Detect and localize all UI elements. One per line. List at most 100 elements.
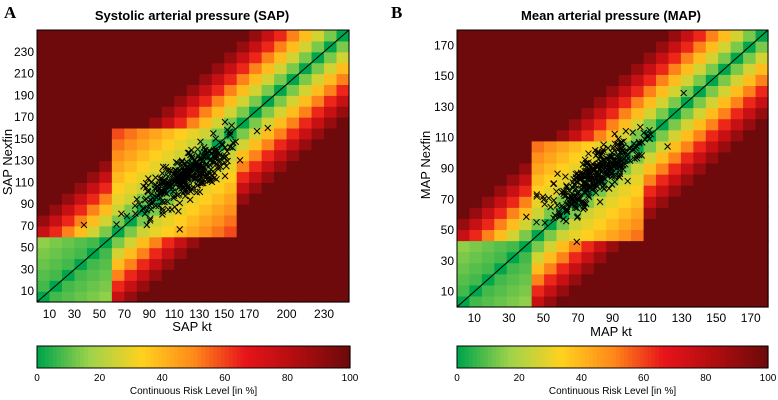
- scatter-point: [152, 202, 160, 210]
- heatmap-cell: [668, 74, 682, 86]
- heatmap-cell: [680, 74, 694, 86]
- colorbar-segment: [554, 346, 559, 368]
- heatmap-cell: [544, 295, 558, 308]
- heatmap-cell: [457, 218, 471, 231]
- heatmap-cell: [186, 214, 200, 227]
- heatmap-cell: [61, 193, 76, 205]
- heatmap-cell: [581, 140, 595, 153]
- heatmap-cell: [149, 138, 163, 151]
- heatmap-cell: [324, 117, 338, 129]
- heatmap-cell: [124, 193, 138, 205]
- heatmap-cell: [161, 127, 175, 140]
- heatmap-cell: [668, 30, 682, 42]
- colorbar-segment: [550, 346, 555, 368]
- heatmap-cell: [718, 30, 732, 42]
- colorbar-segment: [173, 346, 179, 368]
- heatmap-cell: [211, 225, 225, 238]
- scatter-point: [616, 149, 624, 156]
- heatmap-cell: [469, 273, 483, 286]
- heatmap-cell: [136, 171, 150, 183]
- heatmap-cell: [593, 251, 607, 264]
- y-tick-label: 150: [14, 132, 34, 146]
- colorbar-segment: [729, 346, 734, 368]
- colorbar-segment: [519, 346, 524, 368]
- heatmap-cell: [618, 185, 632, 197]
- heatmap-cell: [74, 117, 88, 129]
- heatmap-cell: [730, 240, 744, 253]
- heatmap-cell: [581, 85, 595, 98]
- heatmap-cell: [680, 140, 694, 153]
- heatmap-cell: [99, 51, 113, 64]
- heatmap-cell: [37, 30, 51, 42]
- heatmap-cell: [481, 41, 495, 53]
- heatmap-cell: [274, 40, 288, 53]
- colorbar-segment: [565, 346, 571, 368]
- heatmap-cell: [224, 225, 238, 238]
- heatmap-cell: [631, 85, 645, 98]
- scatter-point: [158, 181, 166, 189]
- heatmap-cell: [336, 291, 350, 303]
- heatmap-cell: [249, 247, 263, 260]
- colorbar-segment: [197, 346, 202, 368]
- heatmap-cell: [236, 73, 250, 85]
- heatmap-cell: [174, 236, 188, 249]
- scatter-point: [206, 177, 214, 184]
- heatmap-cell: [236, 149, 250, 162]
- colorbar-segment: [530, 346, 536, 368]
- heatmap-cell: [37, 117, 51, 129]
- x-tick-label: 110: [165, 307, 184, 321]
- heatmap-cell: [199, 269, 213, 281]
- colorbar-segment: [674, 346, 680, 368]
- panel-a: A Systolic arterial pressure (SAP) 10 30 5…: [0, 3, 359, 397]
- colorbar-tick-label: 100: [760, 373, 777, 384]
- colorbar-segment: [740, 346, 746, 368]
- heatmap-cell: [705, 107, 719, 120]
- heatmap-cell: [99, 30, 113, 42]
- heatmap-cell: [544, 85, 558, 98]
- heatmap-cell: [236, 138, 250, 151]
- scatter-point: [194, 145, 202, 153]
- heatmap-cell: [161, 117, 175, 129]
- scatter-point: [196, 188, 204, 196]
- heatmap-cell: [174, 225, 188, 238]
- heatmap-cell: [236, 280, 250, 292]
- heatmap-cell: [186, 51, 200, 64]
- heatmap-cell: [743, 107, 757, 120]
- heatmap-cell: [324, 149, 338, 162]
- heatmap-cell: [519, 251, 533, 264]
- heatmap-cell: [224, 171, 238, 183]
- heatmap-cell: [519, 74, 533, 86]
- colorbar-segment: [748, 346, 754, 368]
- heatmap-cell: [261, 258, 275, 270]
- heatmap-cell: [593, 229, 607, 242]
- heatmap-cell: [211, 214, 225, 227]
- heatmap-cell: [274, 30, 288, 42]
- heatmap-cell: [730, 284, 744, 297]
- heatmap-cell: [743, 151, 757, 164]
- heatmap-cell: [693, 174, 707, 186]
- heatmap-cell: [668, 262, 682, 275]
- heatmap-cell: [544, 207, 558, 219]
- scatter-point: [646, 126, 653, 134]
- heatmap-cell: [755, 273, 769, 286]
- heatmap-cell: [631, 251, 645, 264]
- heatmap-cell: [161, 73, 175, 85]
- heatmap-cell: [494, 96, 508, 109]
- heatmap-cell: [643, 151, 657, 164]
- heatmap-cell: [743, 63, 757, 75]
- heatmap-cell: [74, 73, 88, 85]
- heatmap-cell: [37, 204, 51, 216]
- heatmap-cell: [718, 196, 732, 208]
- heatmap-cell: [336, 182, 350, 194]
- heatmap-cell: [249, 291, 263, 303]
- heatmap-cell: [224, 291, 238, 303]
- scatter-point: [596, 198, 604, 206]
- scatter-point: [161, 186, 168, 194]
- heatmap-cell: [531, 96, 545, 109]
- colorbar-segment: [624, 346, 629, 368]
- heatmap-cell: [249, 269, 263, 281]
- heatmap-cell: [99, 149, 113, 162]
- heatmap-cell: [519, 262, 533, 275]
- heatmap-cell: [556, 30, 570, 42]
- heatmap-cell: [519, 52, 533, 64]
